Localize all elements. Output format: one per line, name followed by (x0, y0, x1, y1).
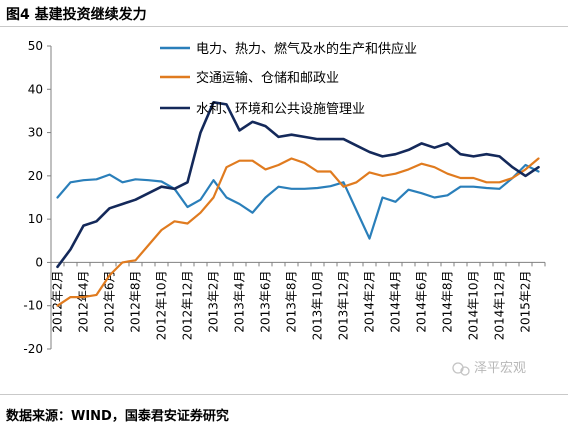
y-tick-label: 10 (28, 212, 43, 226)
y-tick-label: 30 (28, 126, 43, 140)
x-tick-label: 2014年6月 (415, 270, 429, 332)
x-tick-label: 2012年12月 (181, 270, 195, 340)
series-line-2 (56, 157, 540, 307)
y-tick-label: 40 (28, 82, 43, 96)
series-line-1 (56, 163, 540, 240)
wechat-icon-bubble (460, 366, 470, 376)
chart-axes: -20 -10 0 10 20 30 40 50 2012年2月 2012年4月 2012年6月 20… (23, 39, 546, 356)
legend-label-3: 水利、环境和公共设施管理业 (196, 102, 365, 117)
figure-title: 图4 基建投资继续发力 (6, 7, 147, 23)
x-tick-label: 2013年4月 (233, 270, 247, 332)
legend-label-1: 电力、热力、燃气及水的生产和供应业 (196, 41, 417, 57)
x-tick-label: 2013年8月 (285, 270, 299, 332)
y-tick-label: 50 (28, 39, 43, 53)
chart-series (56, 101, 540, 307)
x-tick-label: 2014年2月 (363, 270, 377, 332)
y-tick-label: -20 (23, 342, 43, 356)
watermark: 泽平宏观 (452, 361, 526, 376)
y-tick-label: 20 (28, 169, 43, 183)
source-note: 数据来源：WIND，国泰君安证券研究 (6, 409, 229, 424)
x-tick-label: 2012年6月 (103, 270, 117, 332)
watermark-text: 泽平宏观 (474, 361, 526, 376)
chart-legend: 电力、热力、燃气及水的生产和供应业交通运输、仓储和邮政业水利、环境和公共设施管理… (160, 41, 417, 117)
x-tick-label: 2014年8月 (441, 270, 455, 332)
x-tick-label: 2013年2月 (207, 270, 221, 332)
x-tick-label: 2015年2月 (519, 270, 533, 332)
x-tick-label: 2012年4月 (77, 270, 91, 332)
bottom-divider (0, 394, 568, 395)
x-tick-label: 2014年10月 (467, 270, 481, 340)
x-tick-label: 2013年6月 (259, 270, 273, 332)
x-tick-label: 2013年10月 (311, 270, 325, 340)
y-tick-label: 0 (35, 255, 43, 269)
x-tick-label: 2012年10月 (155, 270, 169, 340)
x-tick-label: 2014年12月 (493, 270, 507, 340)
x-tick-label: 2013年12月 (337, 270, 351, 340)
x-tick-label: 2014年4月 (389, 270, 403, 332)
x-tick-label: 2012年2月 (51, 270, 65, 332)
x-tick-label: 2012年8月 (129, 270, 143, 332)
y-tick-label: -10 (23, 299, 43, 313)
legend-label-2: 交通运输、仓储和邮政业 (196, 70, 339, 86)
series-line-3 (56, 101, 540, 269)
top-divider (0, 26, 568, 27)
